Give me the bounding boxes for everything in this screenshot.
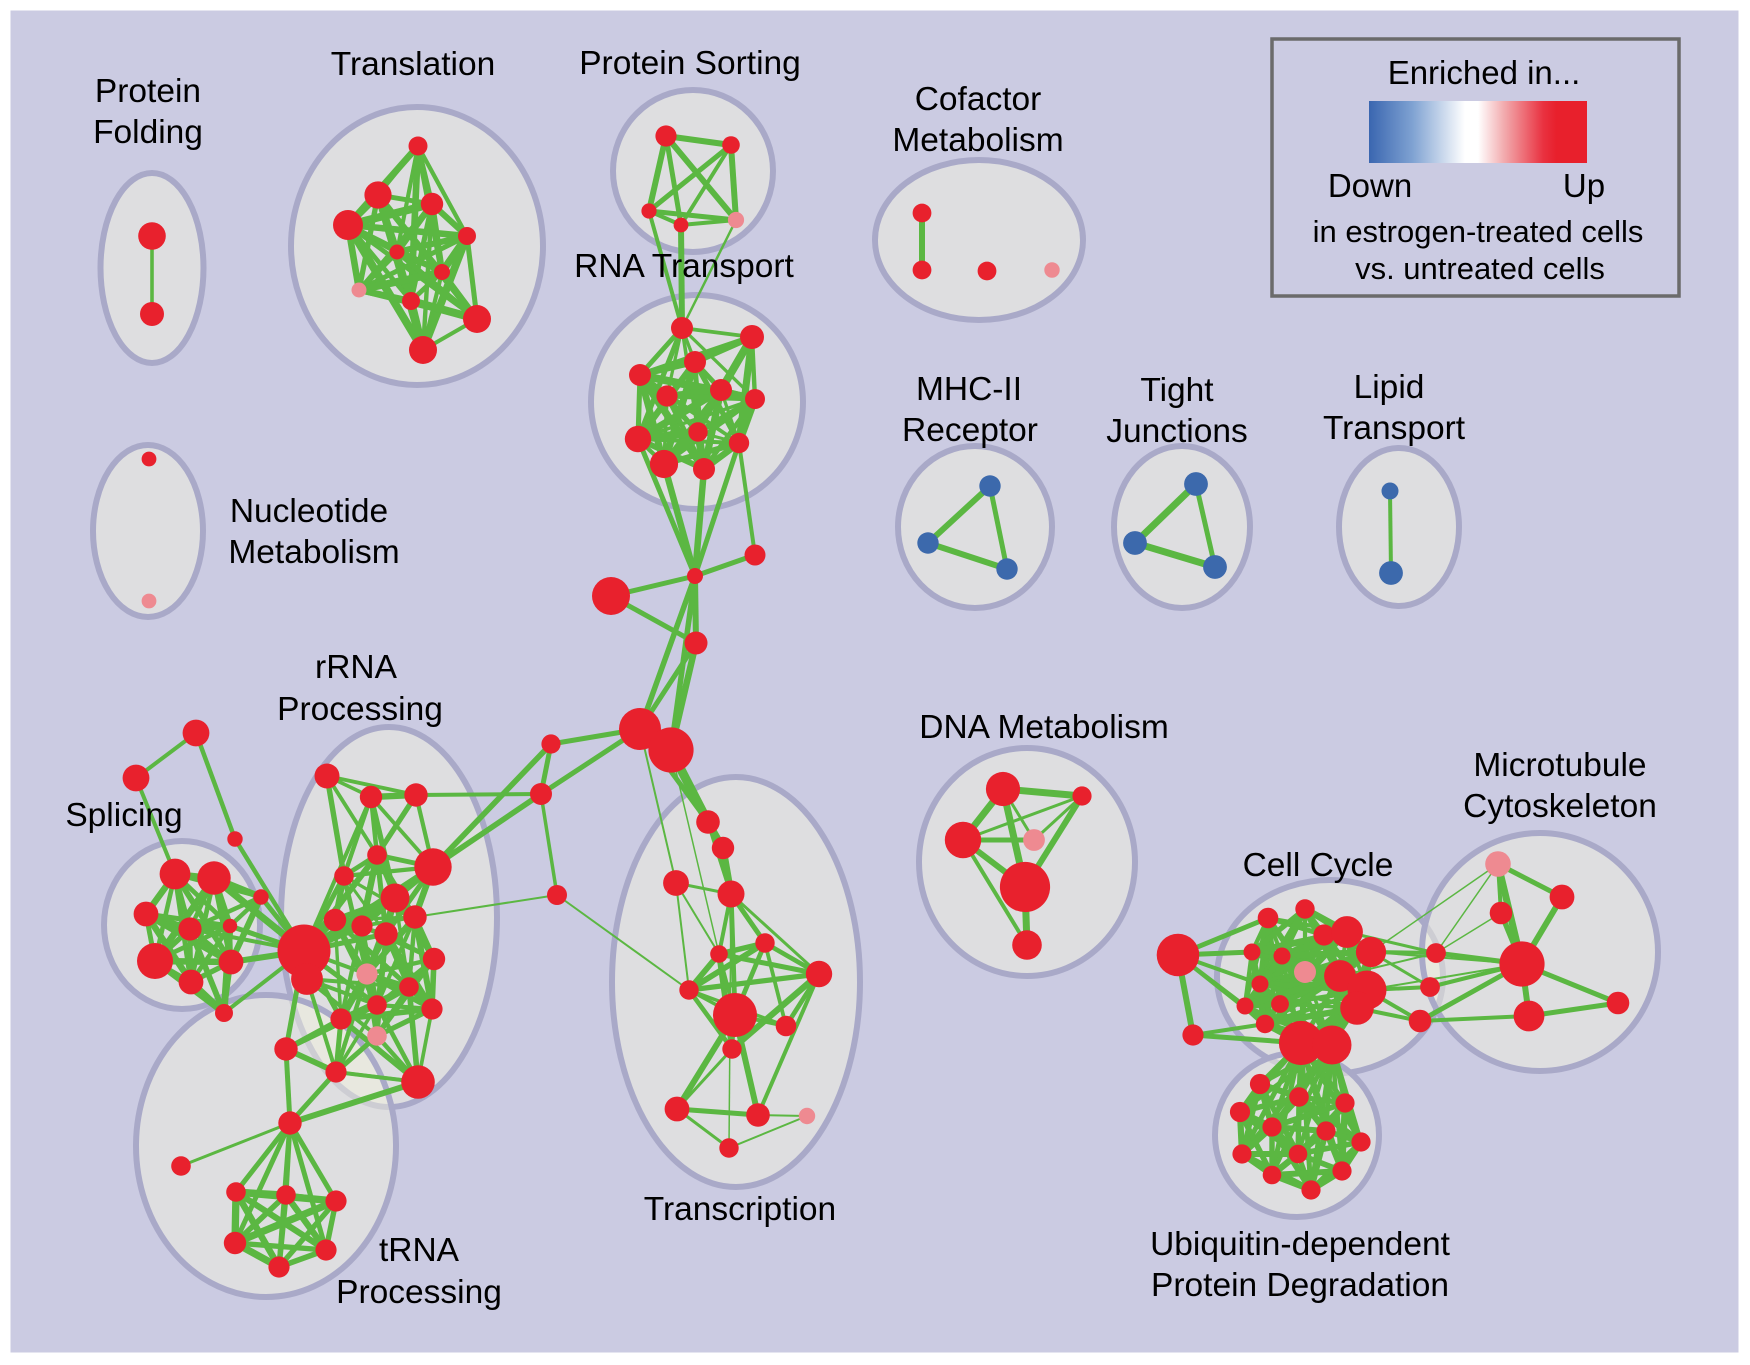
svg-text:tRNA: tRNA [379, 1232, 460, 1269]
svg-text:Processing: Processing [336, 1274, 502, 1311]
svg-text:Enriched in...: Enriched in... [1388, 54, 1581, 91]
svg-text:Transcription: Transcription [644, 1191, 836, 1228]
svg-text:Cell Cycle: Cell Cycle [1243, 847, 1394, 884]
svg-text:Up: Up [1563, 167, 1605, 204]
svg-text:RNA Transport: RNA Transport [574, 248, 794, 285]
svg-text:Nucleotide: Nucleotide [230, 493, 388, 530]
svg-text:Lipid: Lipid [1354, 369, 1425, 406]
svg-text:Metabolism: Metabolism [228, 534, 399, 571]
svg-text:Protein Degradation: Protein Degradation [1151, 1267, 1449, 1304]
svg-text:Protein Sorting: Protein Sorting [579, 45, 801, 82]
svg-text:in estrogen-treated cells: in estrogen-treated cells [1313, 214, 1644, 249]
svg-text:Ubiquitin-dependent: Ubiquitin-dependent [1150, 1226, 1451, 1263]
svg-text:Cofactor: Cofactor [915, 81, 1042, 118]
svg-text:Junctions: Junctions [1106, 413, 1248, 450]
svg-text:Receptor: Receptor [902, 412, 1038, 449]
svg-text:Protein: Protein [95, 73, 201, 110]
svg-text:DNA Metabolism: DNA Metabolism [919, 709, 1168, 746]
svg-text:Cytoskeleton: Cytoskeleton [1463, 788, 1657, 825]
svg-text:Metabolism: Metabolism [892, 122, 1063, 159]
svg-text:Folding: Folding [93, 114, 203, 151]
svg-text:Down: Down [1328, 167, 1412, 204]
svg-text:Splicing: Splicing [65, 797, 182, 834]
svg-text:Translation: Translation [331, 46, 495, 83]
svg-text:Processing: Processing [277, 691, 443, 728]
svg-text:vs. untreated cells: vs. untreated cells [1355, 251, 1605, 286]
svg-text:MHC-II: MHC-II [916, 371, 1022, 408]
svg-text:Microtubule: Microtubule [1473, 747, 1646, 784]
svg-text:Tight: Tight [1140, 372, 1214, 409]
svg-text:Transport: Transport [1323, 410, 1466, 447]
svg-text:rRNA: rRNA [315, 649, 398, 686]
